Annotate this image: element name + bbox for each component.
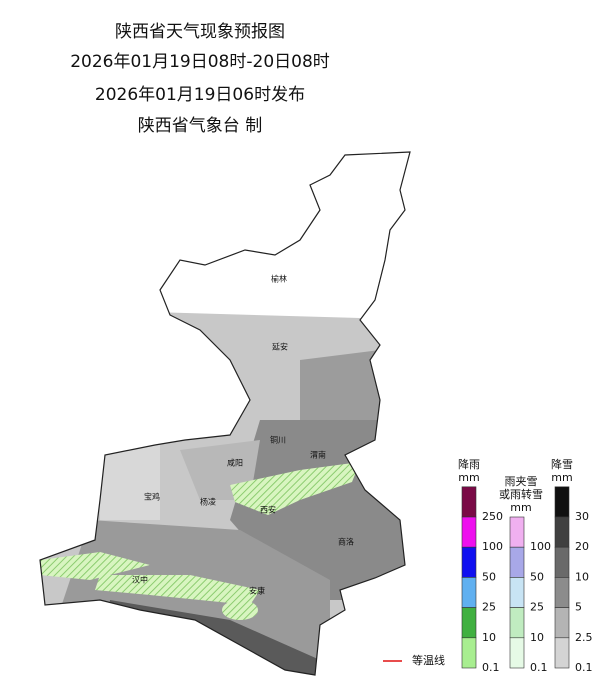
legend-swatch (461, 546, 477, 578)
city-label: 延安 (272, 342, 288, 352)
subtitle: 2026年01月19日08时-20日08时 (70, 52, 330, 72)
city-label: 宝鸡 (144, 492, 160, 502)
legend-tick-label: 50 (482, 570, 496, 583)
legend-tick-label: 10 (530, 631, 544, 644)
legend-swatch (509, 607, 525, 639)
legend-tick-label: 0.1 (482, 661, 500, 674)
city-label: 咸阳 (227, 458, 243, 468)
subtitle: 陕西省气象台 制 (138, 116, 262, 136)
legend-tick-label: 0.1 (530, 661, 548, 674)
legend-swatch (461, 637, 477, 669)
legend-swatch (461, 516, 477, 548)
legend-title: 雨夹雪 (505, 475, 538, 488)
legend-tick-label: 100 (530, 540, 551, 553)
city-label: 铜川 (270, 435, 286, 445)
legend-swatch (554, 546, 570, 578)
city-label: 榆林 (271, 274, 287, 284)
legend-title: 降雪 (551, 457, 573, 471)
city-label: 杨凌 (200, 497, 216, 507)
legend-title: 或雨转雪 (499, 487, 543, 501)
subtitle: 2026年01月19日06时发布 (95, 85, 305, 105)
legend-tick-label: 10 (482, 631, 496, 644)
legend: 降雨mm2501005025100.1雨夹雪或雨转雪mm1005025100.1… (458, 457, 593, 674)
city-label: 西安 (260, 505, 276, 515)
legend-tick-label: 250 (482, 510, 503, 523)
legend-swatch (509, 637, 525, 669)
legend-swatch (509, 577, 525, 608)
legend-unit: mm (510, 501, 531, 514)
legend-tick-label: 5 (575, 601, 582, 614)
city-label: 汉中 (132, 575, 148, 585)
legend-unit: mm (551, 471, 572, 484)
legend-tick-label: 100 (482, 540, 503, 553)
legend-tick-label: 25 (530, 601, 544, 614)
legend-swatch (554, 637, 570, 669)
legend-swatch (554, 486, 570, 518)
legend-swatch (554, 607, 570, 639)
legend-tick-label: 20 (575, 540, 589, 553)
title: 陕西省天气现象预报图 (115, 22, 285, 42)
legend-swatch (554, 577, 570, 608)
legend-tick-label: 2.5 (575, 631, 593, 644)
legend-swatch (509, 516, 525, 548)
legend-tick-label: 50 (530, 570, 544, 583)
city-label: 渭南 (310, 450, 326, 460)
legend-tick-label: 0.1 (575, 661, 593, 674)
city-label: 商洛 (338, 537, 354, 547)
legend-swatch (554, 516, 570, 548)
legend-swatch (509, 546, 525, 578)
isotherm-label: 等温线 (412, 653, 445, 667)
legend-swatch (461, 577, 477, 608)
legend-tick-label: 25 (482, 601, 496, 614)
legend-swatch (461, 607, 477, 639)
legend-title: 降雨 (458, 457, 480, 471)
legend-unit: mm (458, 471, 479, 484)
legend-tick-label: 30 (575, 510, 589, 523)
legend-tick-label: 10 (575, 570, 589, 583)
legend-swatch (461, 486, 477, 518)
city-label: 安康 (249, 586, 265, 596)
